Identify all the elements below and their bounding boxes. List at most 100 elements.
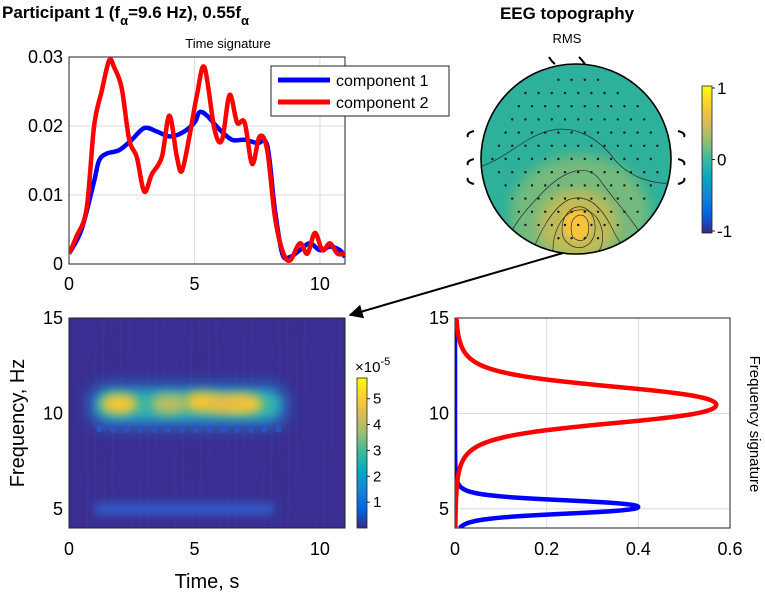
spectrogram-plot (69, 318, 345, 528)
spectrogram-colorbar-label: 2 (373, 468, 381, 485)
title-mid: =9.6 Hz), 0.55f (128, 3, 241, 22)
electrode-dot (643, 144, 646, 147)
title-sub2: α (241, 13, 249, 28)
spectrogram-speckle (275, 424, 282, 433)
electrode-dot (517, 184, 520, 187)
frequency-series-line-component-2 (455, 318, 719, 528)
electrode-dot (497, 144, 501, 147)
spectrogram-peak (101, 393, 138, 414)
electrode-dot (643, 171, 646, 174)
frequency-xtick-label: 0.2 (534, 539, 559, 559)
electrode-dot (530, 131, 534, 134)
spectrogram-texture (321, 318, 326, 528)
electrode-dot (497, 171, 501, 174)
contour-6 (570, 214, 590, 241)
electrode-dot (590, 144, 593, 147)
electrode-dot (577, 118, 580, 121)
spectrogram-speckle (96, 424, 103, 433)
electrode-dot (623, 184, 626, 187)
nose-left-mark (548, 56, 556, 65)
electrode-dot (590, 223, 593, 227)
electrode-dot (636, 157, 639, 161)
spectrogram-ytick-label: 10 (43, 403, 63, 423)
title-prefix: Participant 1 (f (2, 3, 120, 22)
electrode-dot (610, 157, 613, 161)
electrode-dot (596, 237, 600, 240)
time-xtick-label: 0 (64, 274, 74, 294)
electrode-dot (550, 144, 553, 147)
time-signature-panel: Participant 1 (fα=9.6 Hz), 0.55fα Time s… (2, 3, 450, 294)
electrode-dot (557, 157, 560, 161)
spectrogram-texture (75, 318, 80, 528)
electrode-dot (616, 223, 619, 227)
time-ticks: 0 5 10 0 0.01 0.02 0.03 (28, 47, 330, 294)
electrode-dot (511, 171, 514, 174)
ear-left-mark-3 (466, 177, 475, 185)
electrode-dot (537, 118, 540, 121)
electrode-dot (491, 157, 494, 161)
electrode-dot (636, 210, 639, 213)
head-outline (480, 63, 672, 255)
frequency-ytick-label: 5 (439, 499, 449, 519)
electrode-dot (570, 78, 573, 82)
electrode-dot (563, 197, 567, 200)
spectrogram-speckle (206, 424, 213, 433)
electrode-dot (544, 131, 547, 134)
electrode-dot (577, 91, 580, 95)
electrode-dot (610, 184, 613, 187)
electrode-dot (603, 171, 606, 174)
electrode-dot (577, 223, 580, 227)
title-sub1: α (120, 13, 128, 28)
spectrogram-texture (84, 318, 89, 528)
spectrogram-ytick-label: 15 (43, 308, 63, 328)
electrode-dot (603, 223, 606, 227)
electrode-dot (636, 184, 639, 187)
colorbar-exponent-power: -5 (380, 356, 390, 368)
electrode-dot (570, 131, 573, 134)
electrode-dot (596, 157, 600, 161)
electrode-dot (537, 223, 540, 227)
electrode-dot (643, 118, 646, 121)
electrode-dot (583, 210, 586, 213)
electrode-dot (504, 157, 507, 161)
electrode-dot (557, 237, 560, 240)
electrode-dot (563, 223, 567, 227)
electrode-dot (511, 118, 514, 121)
electrode-dot (583, 237, 586, 240)
electrode-dot (590, 171, 593, 174)
electrode-dot (583, 157, 586, 161)
electrode-dot (524, 223, 527, 227)
scalp-hotspot (563, 209, 591, 241)
colorbar-exponent: ×10-5 (355, 356, 390, 376)
contour-1 (481, 128, 671, 184)
scalp-map (481, 64, 671, 254)
electrode-dot (596, 78, 600, 82)
electrode-dot (629, 118, 633, 121)
spectrogram-colorbar-label: 3 (373, 442, 381, 459)
ear-left-mark-2 (466, 158, 475, 166)
electrode-dot (530, 210, 534, 213)
spectrogram-xtick-label: 0 (64, 539, 74, 559)
frequency-series (455, 318, 719, 528)
electrode-dot (557, 105, 560, 108)
electrode-dot (610, 210, 613, 213)
electrode-dot (517, 157, 520, 161)
electrode-dot (629, 171, 633, 174)
contour-2 (499, 170, 651, 254)
head-label-rms: RMS (553, 31, 582, 46)
electrode-dot (590, 118, 593, 121)
electrode-dot (616, 91, 619, 95)
spectrogram-marks (75, 318, 343, 528)
spectrogram-texture (330, 318, 334, 528)
spectrogram-colorbar-label: 4 (373, 417, 381, 434)
electrode-dot (504, 184, 507, 187)
time-ytick-label: 0.01 (28, 185, 63, 205)
frequency-series-line-component-1 (455, 318, 641, 528)
electrode-dot (524, 144, 527, 147)
topo-colorbar-label: 0 (717, 151, 726, 170)
spectrogram-ylabel: Frequency, Hz (7, 359, 29, 488)
electrode-dot (570, 210, 573, 213)
electrode-dot (636, 131, 639, 134)
electrode-dot (623, 157, 626, 161)
